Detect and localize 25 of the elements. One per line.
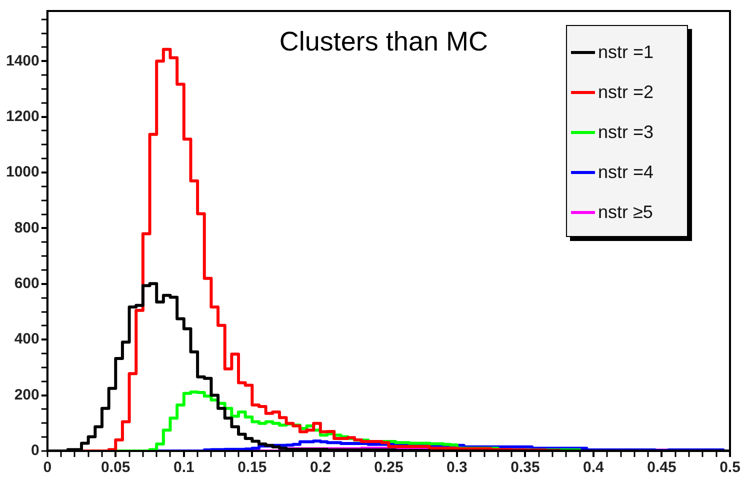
legend-label: nstr =2: [598, 82, 654, 102]
y-tick-label: 0: [31, 442, 40, 460]
x-tick-label: 0.15: [238, 459, 267, 476]
x-tick-label: 0.5: [720, 459, 740, 476]
x-tick-label: 0.45: [647, 459, 676, 476]
legend-label: nstr =3: [598, 122, 654, 142]
y-tick-label: 1200: [6, 108, 40, 125]
y-tick-label: 400: [14, 330, 40, 348]
x-tick-label: 0.35: [510, 459, 540, 476]
legend-label: nstr ≥5: [598, 202, 653, 222]
y-tick-label: 800: [14, 219, 40, 236]
x-tick-label: 0.3: [446, 459, 468, 476]
x-tick-label: 0: [43, 459, 52, 476]
y-tick-label: 200: [14, 386, 40, 404]
legend-label: nstr =1: [598, 42, 654, 62]
x-tick-label: 0.2: [310, 459, 331, 476]
y-tick-label: 600: [14, 275, 40, 292]
legend-label: nstr =4: [598, 162, 654, 182]
x-tick-label: 0.4: [583, 459, 605, 476]
x-tick-label: 0.1: [173, 459, 194, 476]
x-tick-label: 0.05: [101, 459, 130, 476]
y-tick-label: 1400: [6, 52, 40, 70]
x-tick-label: 0.25: [374, 459, 404, 476]
y-tick-label: 1000: [6, 164, 40, 181]
text: Clusters than MC: [279, 26, 488, 56]
